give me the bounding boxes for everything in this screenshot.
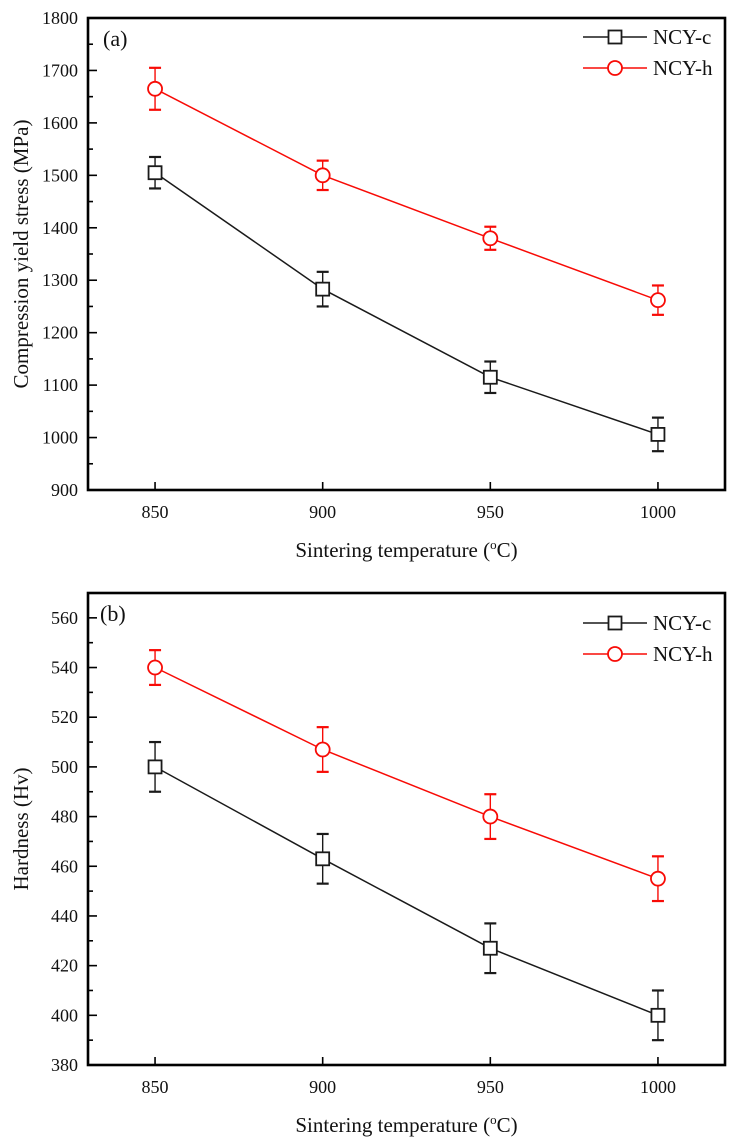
y-tick-label: 520	[51, 707, 78, 727]
data-point-square-marker	[650, 1007, 666, 1023]
y-tick-label: 1800	[42, 8, 78, 28]
data-point-circle-marker	[314, 741, 331, 758]
x-axis-title: Sintering temperature (oC)	[295, 1112, 517, 1137]
x-tick-label: 1000	[640, 502, 676, 522]
data-point-circle-marker	[482, 230, 499, 247]
y-tick-label: 420	[51, 956, 78, 976]
y-tick-label: 480	[51, 807, 78, 827]
data-point-circle-marker	[314, 167, 331, 184]
y-tick-label: 500	[51, 757, 78, 777]
data-point-circle-marker	[650, 870, 666, 887]
y-tick-label: 1100	[43, 375, 78, 395]
x-tick-label: 850	[142, 502, 169, 522]
y-tick-label: 400	[51, 1005, 78, 1025]
y-tick-label: 1400	[42, 218, 78, 238]
y-tick-label: 1200	[42, 323, 78, 343]
y-tick-label: 1500	[42, 165, 78, 185]
y-tick-label: 900	[51, 480, 78, 500]
y-axis-title: Hardness (Hv)	[9, 767, 33, 890]
legend-square-marker	[607, 615, 623, 631]
series-line-NCY-c	[154, 766, 659, 1016]
panel-label: (a)	[103, 26, 127, 51]
panel-label: (b)	[100, 601, 126, 626]
plot-frame	[86, 591, 727, 1067]
x-tick-label: 900	[309, 1077, 336, 1097]
x-tick-label: 850	[142, 1077, 169, 1097]
legend-label: NCY-h	[653, 642, 713, 666]
y-tick-label: 1000	[42, 428, 78, 448]
data-point-circle-marker	[650, 292, 666, 309]
y-tick-label: 380	[51, 1055, 78, 1075]
y-tick-label: 440	[51, 906, 78, 926]
chart-a-compression-yield-stress: 900 1000 1100 1200 1300 1400 1500 1600 1700 1800 8…	[9, 8, 727, 562]
series-line-NCY-c	[154, 172, 659, 436]
data-point-square-marker	[482, 369, 498, 385]
series-line-NCY-h	[154, 88, 659, 301]
data-point-circle-marker	[482, 808, 499, 825]
x-tick-label: 950	[477, 1077, 504, 1097]
data-point-circle-marker	[147, 659, 163, 676]
legend-label: NCY-c	[653, 611, 711, 635]
data-point-square-marker	[315, 281, 331, 297]
y-tick-label: 460	[51, 856, 78, 876]
chart-b-hardness: 380 400 420 440 460 480 500 520 540 560 850 900 950 1…	[9, 591, 727, 1137]
y-tick-label: 560	[51, 608, 78, 628]
data-point-square-marker	[650, 427, 666, 442]
y-tick-label: 1600	[42, 113, 78, 133]
series-line-NCY-h	[154, 666, 659, 880]
y-tick-label: 1700	[42, 60, 78, 80]
legend-circle-marker	[607, 60, 623, 76]
data-point-square-marker	[147, 759, 163, 775]
data-point-square-marker	[482, 940, 498, 956]
x-tick-label: 1000	[640, 1077, 676, 1097]
x-tick-label: 950	[477, 502, 504, 522]
legend-label: NCY-h	[653, 56, 713, 80]
y-axis-title: Compression yield stress (MPa)	[9, 120, 33, 389]
data-point-square-marker	[147, 165, 163, 181]
data-point-circle-marker	[147, 80, 163, 97]
y-tick-label: 1300	[42, 270, 78, 290]
x-axis-title: Sintering temperature (oC)	[295, 537, 517, 562]
data-point-square-marker	[315, 851, 331, 867]
legend-circle-marker	[607, 646, 623, 662]
y-tick-label: 540	[51, 658, 78, 678]
x-tick-label: 900	[309, 502, 336, 522]
legend-square-marker	[607, 29, 623, 45]
legend-label: NCY-c	[653, 25, 711, 49]
plot-frame	[86, 16, 727, 492]
